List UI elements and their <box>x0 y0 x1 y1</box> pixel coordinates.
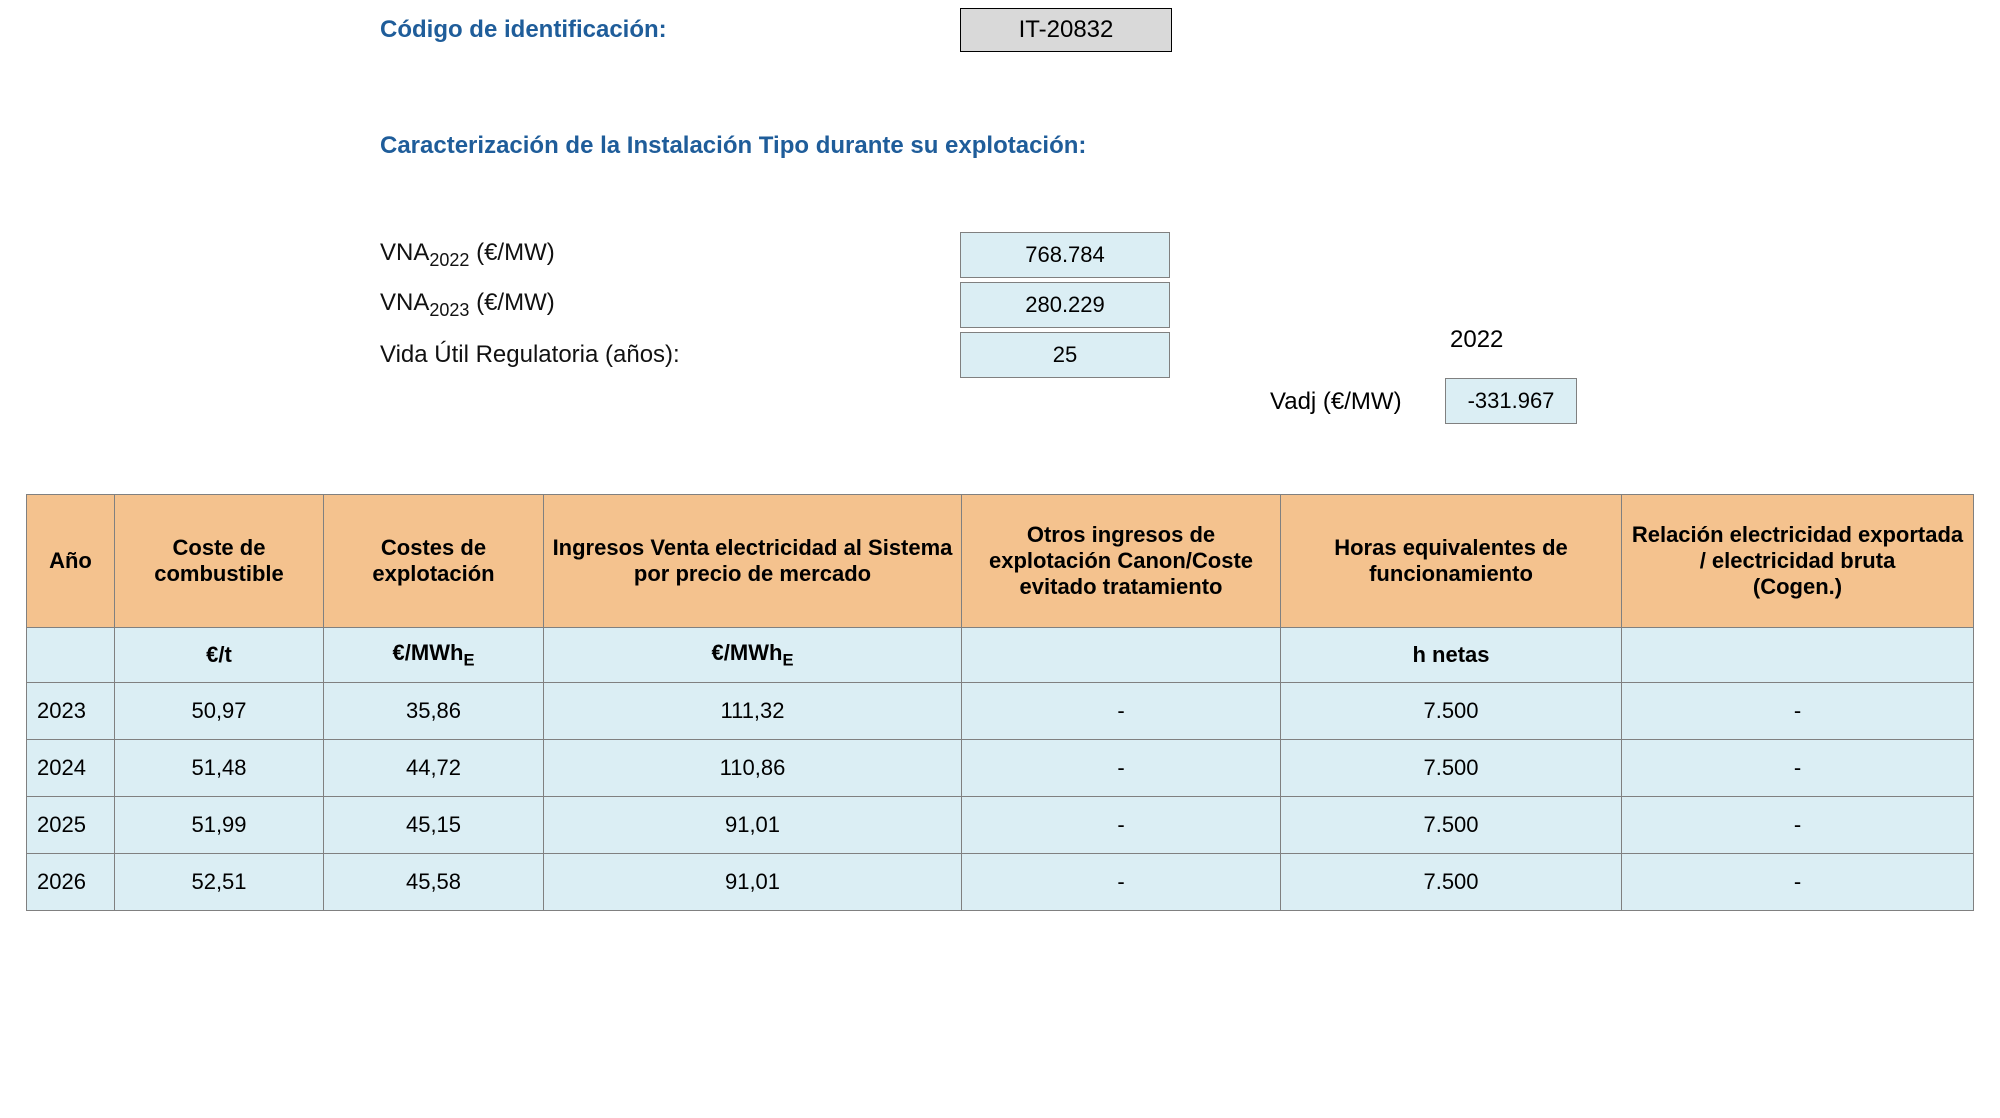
table-row: 202551,9945,1591,01-7.500- <box>27 797 1974 854</box>
code-value-box: IT-20832 <box>960 8 1172 52</box>
unit-cell-3: €/MWhE <box>544 628 962 683</box>
cell-1-5: 7.500 <box>1281 740 1622 797</box>
table-row: 202451,4844,72110,86-7.500- <box>27 740 1974 797</box>
cell-1-2: 44,72 <box>324 740 544 797</box>
cell-0-0: 2023 <box>27 683 115 740</box>
cell-1-4: - <box>962 740 1281 797</box>
vida-value: 25 <box>960 332 1170 378</box>
table-row: 202350,9735,86111,32-7.500- <box>27 683 1974 740</box>
cell-2-5: 7.500 <box>1281 797 1622 854</box>
cell-0-4: - <box>962 683 1281 740</box>
cell-2-6: - <box>1622 797 1974 854</box>
vadj-label: Vadj (€/MW) <box>1270 388 1402 416</box>
vida-label: Vida Útil Regulatoria (años): <box>380 341 960 369</box>
col-header-6: Relación electricidad exportada / electr… <box>1622 495 1974 628</box>
cell-3-4: - <box>962 854 1281 911</box>
cell-0-3: 111,32 <box>544 683 962 740</box>
cell-2-4: - <box>962 797 1281 854</box>
cell-2-2: 45,15 <box>324 797 544 854</box>
cell-0-2: 35,86 <box>324 683 544 740</box>
cell-3-6: - <box>1622 854 1974 911</box>
unit-cell-1: €/t <box>115 628 324 683</box>
cell-1-1: 51,48 <box>115 740 324 797</box>
cell-2-0: 2025 <box>27 797 115 854</box>
cell-1-3: 110,86 <box>544 740 962 797</box>
ref-year: 2022 <box>1450 326 1503 354</box>
cell-0-1: 50,97 <box>115 683 324 740</box>
col-header-5: Horas equivalentes de funcionamiento <box>1281 495 1622 628</box>
cell-3-3: 91,01 <box>544 854 962 911</box>
col-header-3: Ingresos Venta electricidad al Sistema p… <box>544 495 962 628</box>
cell-3-5: 7.500 <box>1281 854 1622 911</box>
col-header-1: Coste de combustible <box>115 495 324 628</box>
code-label: Código de identificación: <box>380 16 960 44</box>
col-header-0: Año <box>27 495 115 628</box>
cell-0-6: - <box>1622 683 1974 740</box>
vna2022-value: 768.784 <box>960 232 1170 278</box>
cell-3-2: 45,58 <box>324 854 544 911</box>
vna2023-label: VNA2023 (€/MW) <box>380 289 960 321</box>
cell-3-1: 52,51 <box>115 854 324 911</box>
cell-0-5: 7.500 <box>1281 683 1622 740</box>
cell-3-0: 2026 <box>27 854 115 911</box>
unit-cell-2: €/MWhE <box>324 628 544 683</box>
vadj-value: -331.967 <box>1445 378 1577 424</box>
unit-cell-4 <box>962 628 1281 683</box>
col-header-2: Costes de explotación <box>324 495 544 628</box>
unit-cell-5: h netas <box>1281 628 1622 683</box>
vna2022-label: VNA2022 (€/MW) <box>380 239 960 271</box>
data-table: AñoCoste de combustibleCostes de explota… <box>26 494 1974 911</box>
cell-2-1: 51,99 <box>115 797 324 854</box>
table-row: 202652,5145,5891,01-7.500- <box>27 854 1974 911</box>
vna2023-value: 280.229 <box>960 282 1170 328</box>
unit-cell-6 <box>1622 628 1974 683</box>
col-header-4: Otros ingresos de explotación Canon/Cost… <box>962 495 1281 628</box>
cell-1-6: - <box>1622 740 1974 797</box>
section-title: Caracterización de la Instalación Tipo d… <box>380 132 1580 160</box>
cell-2-3: 91,01 <box>544 797 962 854</box>
cell-1-0: 2024 <box>27 740 115 797</box>
unit-cell-0 <box>27 628 115 683</box>
